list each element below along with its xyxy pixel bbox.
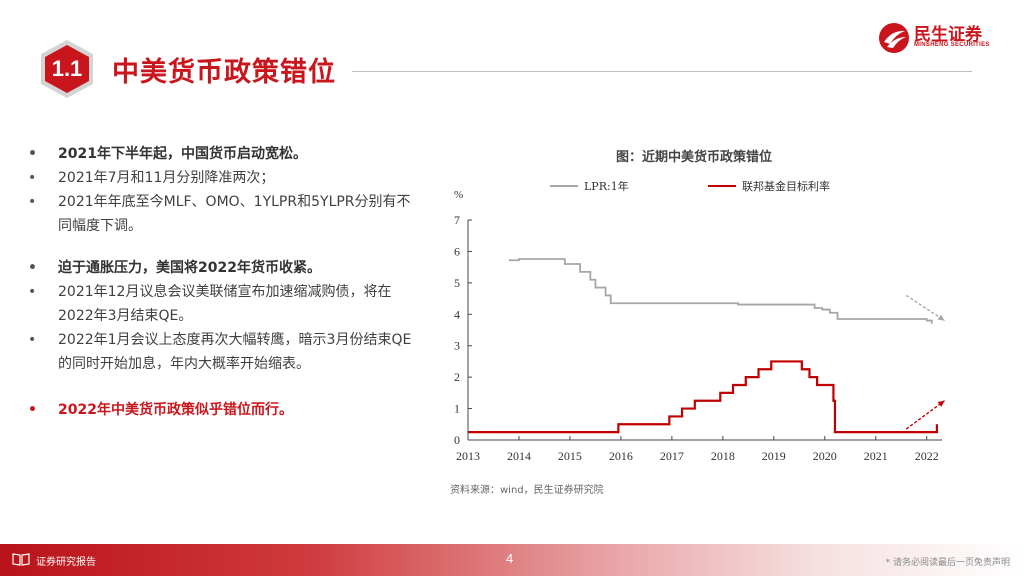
bullet-item: 2021年年底至今MLF、OMO、1YLPR和5YLPR分别有不同幅度下调。 xyxy=(26,190,416,238)
book-icon xyxy=(12,553,30,566)
y-tick-label: 3 xyxy=(454,339,460,353)
minsheng-logo-icon xyxy=(879,23,909,53)
fed-trend-arrow xyxy=(905,400,945,430)
y-tick-label: 4 xyxy=(454,307,460,321)
bullet-item: 2022年中美货币政策似乎错位而行。 xyxy=(26,398,416,422)
x-tick-label: 2014 xyxy=(507,449,531,463)
fed-rate-series-line xyxy=(468,360,939,434)
x-tick-label: 2017 xyxy=(660,449,684,463)
bullet-item: 2021年下半年起，中国货币启动宽松。 xyxy=(26,142,416,166)
y-tick-label: 1 xyxy=(454,402,460,416)
page-title: 中美货币政策错位 xyxy=(112,57,336,88)
legend-label: 联邦基金目标利率 xyxy=(742,179,830,193)
section-number-badge: 1.1 xyxy=(36,38,98,100)
brand-subtitle: MINSHENG SECURITIES xyxy=(914,42,990,48)
x-tick-label: 2020 xyxy=(813,449,837,463)
legend-label: LPR:1年 xyxy=(584,179,629,193)
lpr-series-line xyxy=(508,258,933,324)
title-divider xyxy=(352,71,972,72)
y-axis-unit: % xyxy=(454,189,463,201)
disclaimer: * 请务必阅读最后一页免责声明 xyxy=(885,558,1010,568)
brand-name: 民生证券 xyxy=(914,25,982,45)
x-tick-label: 2016 xyxy=(609,449,633,463)
hexagon-shape xyxy=(41,40,93,98)
brand-logo: 民生证券 MINSHENG SECURITIES xyxy=(878,20,998,56)
footer-bar: 证券研究报告 4 * 请务必阅读最后一页免责声明 xyxy=(0,544,1024,576)
y-tick-label: 6 xyxy=(454,244,460,258)
bullet-item: 迫于通胀压力，美国将2022年货币收紧。 xyxy=(26,256,416,280)
chart-source: 资料来源：wind，民生证券研究院 xyxy=(450,485,604,496)
bullet-list: 2021年下半年起，中国货币启动宽松。 2021年7月和11月分别降准两次； 2… xyxy=(26,142,416,422)
x-tick-label: 2018 xyxy=(711,449,735,463)
x-tick-label: 2013 xyxy=(456,449,480,463)
x-tick-label: 2019 xyxy=(762,449,786,463)
fed-arrow-head-icon xyxy=(937,400,945,407)
y-tick-label: 7 xyxy=(454,213,460,227)
lpr-arrow-head-icon xyxy=(937,314,945,321)
bullet-item: 2022年1月会议上态度再次大幅转鹰，暗示3月份结束QE的同时开始加息，年内大概… xyxy=(26,328,416,376)
bullet-item: 2021年12月议息会议美联储宣布加速缩减购债，将在2022年3月结束QE。 xyxy=(26,280,416,328)
y-tick-label: 0 xyxy=(454,433,460,447)
x-tick-label: 2015 xyxy=(558,449,582,463)
y-tick-label: 2 xyxy=(454,370,460,384)
chart-title: 图：近期中美货币政策错位 xyxy=(616,150,773,165)
bullet-item: 2021年7月和11月分别降准两次； xyxy=(26,166,416,190)
footer-label: 证券研究报告 xyxy=(36,557,96,568)
page-number: 4 xyxy=(506,551,514,566)
lpr-trend-arrow xyxy=(905,294,945,322)
section-number: 1.1 xyxy=(51,56,83,81)
x-tick-label: 2022 xyxy=(915,449,939,463)
y-tick-label: 5 xyxy=(454,276,460,290)
x-tick-label: 2021 xyxy=(864,449,888,463)
rate-line-chart: 0 1 2 3 4 5 6 7% 2013 2014 2015 2016 2017 2018 2019 202… xyxy=(454,179,945,463)
